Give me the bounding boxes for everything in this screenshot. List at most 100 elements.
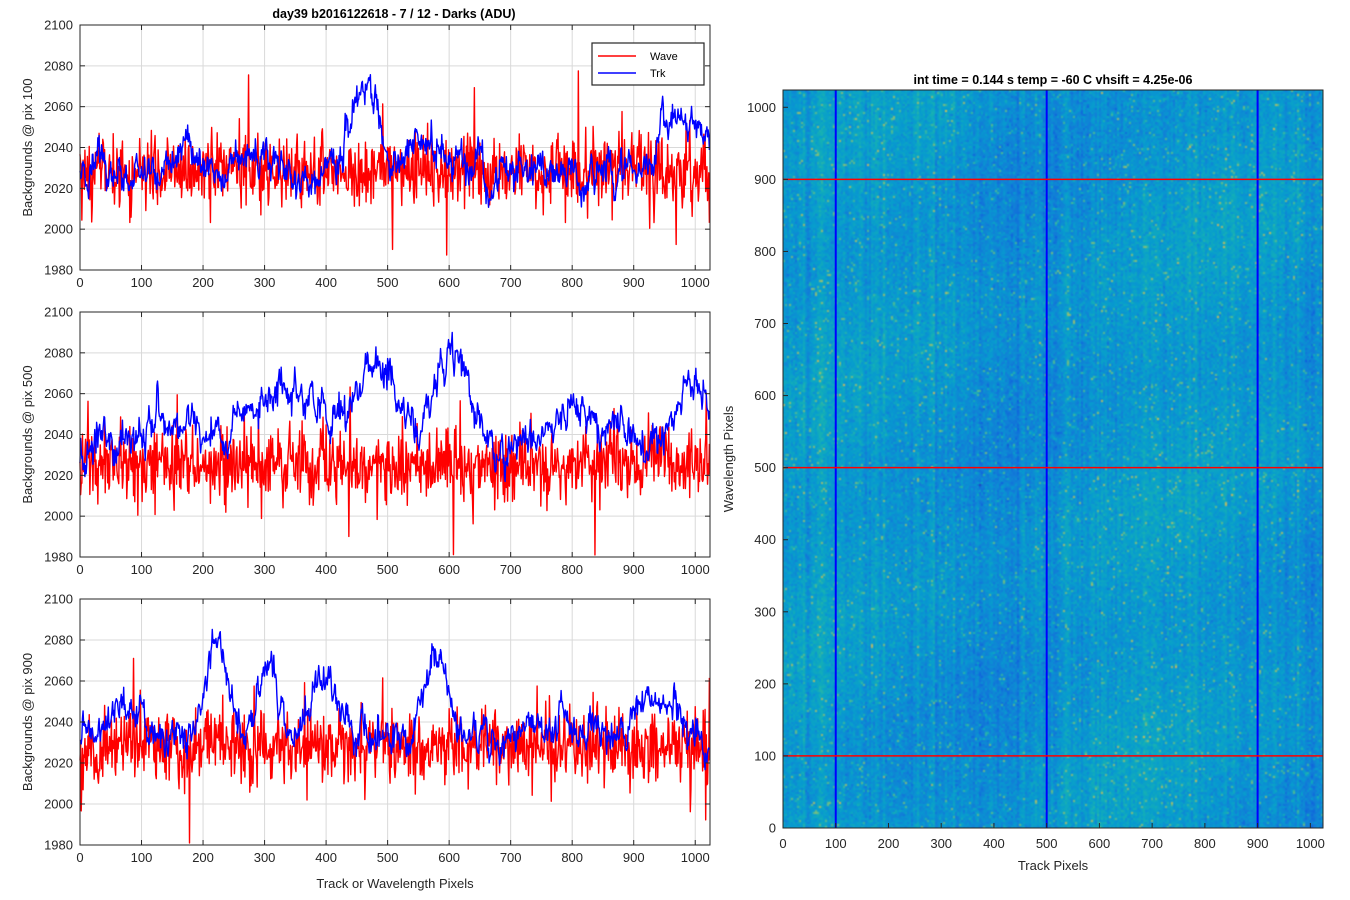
y-axis-label: Backgrounds @ pix 100 [20,78,35,216]
x-tick-label: 600 [438,275,460,290]
series-line-trk [79,628,711,771]
x-tick-label: 300 [254,850,276,865]
x-tick-label: 0 [76,562,83,577]
y-tick-label: 2040 [44,715,73,730]
x-tick-label: 600 [438,850,460,865]
y-tick-label: 300 [754,604,776,619]
y-tick-label: 2000 [44,222,73,237]
y-tick-label: 200 [754,676,776,691]
y-tick-label: 800 [754,244,776,259]
x-tick-label: 600 [1089,836,1111,851]
y-tick-label: 2000 [44,509,73,524]
x-tick-label: 1000 [1296,836,1325,851]
heatmap-y-axis-label: Wavelength Pixels [721,405,736,512]
y-tick-label: 2060 [44,99,73,114]
y-tick-label: 1980 [44,550,73,565]
y-tick-label: 400 [754,532,776,547]
y-tick-label: 2080 [44,633,73,648]
y-tick-label: 500 [754,460,776,475]
x-tick-label: 700 [500,850,522,865]
x-tick-label: 1000 [681,275,710,290]
x-tick-label: 400 [315,275,337,290]
x-tick-label: 300 [930,836,952,851]
x-tick-label: 300 [254,275,276,290]
x-tick-label: 700 [500,562,522,577]
x-tick-label: 400 [315,850,337,865]
y-axis-label: Backgrounds @ pix 500 [20,365,35,503]
y-tick-label: 2080 [44,58,73,73]
heatmap-x-axis-label: Track Pixels [1018,858,1089,873]
y-tick-label: 2040 [44,140,73,155]
heatmap-image [783,90,1323,828]
line-plot-pix-500: 0 100 200 300 400 500 600 700 800 900 1000 1980 2000… [20,305,711,577]
x-tick-label: 600 [438,562,460,577]
x-tick-label: 900 [623,850,645,865]
x-tick-label: 200 [878,836,900,851]
x-tick-label: 100 [131,275,153,290]
legend-label-wave: Wave [650,51,678,63]
legend-label-trk: Trk [650,68,666,80]
legend: Wave Trk [591,42,705,86]
x-tick-label: 100 [131,562,153,577]
y-tick-label: 0 [769,821,776,836]
x-tick-label: 700 [500,275,522,290]
x-tick-label: 900 [623,275,645,290]
series-line-trk [79,73,711,208]
y-tick-label: 700 [754,316,776,331]
line-plot-pix-100: 0 100 200 300 400 500 600 700 800 900 1000 1980 2000… [20,18,711,290]
x-tick-label: 0 [779,836,786,851]
y-tick-label: 2100 [44,305,73,320]
x-tick-label: 800 [561,275,583,290]
y-tick-label: 2060 [44,674,73,689]
y-tick-label: 2040 [44,427,73,442]
x-tick-label: 500 [377,275,399,290]
y-tick-label: 2060 [44,386,73,401]
x-tick-label: 800 [561,562,583,577]
x-tick-label: 800 [561,850,583,865]
detector-heatmap: int time = 0.144 s temp = -60 C vhsift =… [721,73,1325,873]
x-tick-label: 0 [76,850,83,865]
y-axis-label: Backgrounds @ pix 900 [20,653,35,791]
series-line-wave [79,657,711,844]
y-tick-label: 2000 [44,797,73,812]
y-tick-label: 2020 [44,181,73,196]
x-tick-label: 100 [825,836,847,851]
y-tick-label: 900 [754,172,776,187]
y-tick-label: 600 [754,388,776,403]
line-plot-pix-900: 0 100 200 300 400 500 600 700 800 900 1000 1980 2000… [20,592,711,865]
series-line-wave [79,386,711,556]
x-tick-label: 400 [315,562,337,577]
shared-x-axis-label: Track or Wavelength Pixels [316,876,474,891]
x-tick-label: 0 [76,275,83,290]
x-tick-label: 300 [254,562,276,577]
y-tick-label: 2100 [44,18,73,33]
x-tick-label: 700 [1141,836,1163,851]
x-tick-label: 1000 [681,562,710,577]
x-tick-label: 1000 [681,850,710,865]
x-tick-label: 500 [377,562,399,577]
x-tick-label: 900 [623,562,645,577]
legend-box [591,42,705,86]
y-tick-label: 1000 [747,100,776,115]
x-tick-label: 200 [192,275,214,290]
x-tick-label: 200 [192,562,214,577]
heatmap-title: int time = 0.144 s temp = -60 C vhsift =… [914,73,1193,87]
y-tick-label: 2100 [44,592,73,607]
x-tick-label: 200 [192,850,214,865]
figure-suptitle: day39 b2016122618 - 7 / 12 - Darks (ADU) [272,7,515,21]
y-tick-label: 2020 [44,468,73,483]
x-tick-label: 500 [1036,836,1058,851]
y-tick-label: 1980 [44,263,73,278]
x-tick-label: 800 [1194,836,1216,851]
y-tick-label: 1980 [44,838,73,853]
heatmap-frame [782,89,1324,829]
x-tick-label: 500 [377,850,399,865]
y-tick-label: 2080 [44,345,73,360]
series-line-wave [79,70,711,256]
y-tick-label: 2020 [44,756,73,771]
x-tick-label: 400 [983,836,1005,851]
series-line-trk [79,331,711,483]
y-tick-label: 100 [754,748,776,763]
x-tick-label: 100 [131,850,153,865]
